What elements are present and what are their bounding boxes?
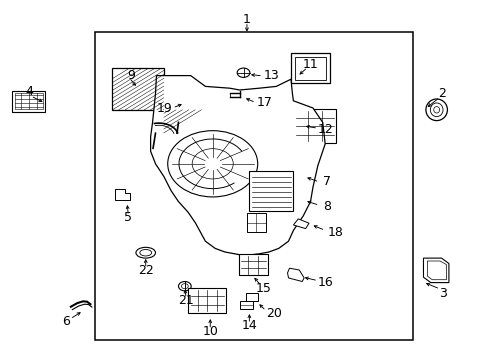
Polygon shape (115, 189, 129, 200)
Text: 9: 9 (127, 69, 135, 82)
Ellipse shape (181, 284, 188, 289)
Bar (293, 109, 336, 143)
Circle shape (167, 131, 257, 197)
Text: 15: 15 (256, 282, 271, 294)
Ellipse shape (178, 282, 191, 291)
Text: 4: 4 (25, 85, 33, 98)
Bar (249, 171, 293, 211)
Bar (290, 53, 329, 83)
Ellipse shape (433, 107, 439, 113)
Text: 2: 2 (438, 87, 446, 100)
Text: 12: 12 (317, 123, 333, 136)
Ellipse shape (192, 149, 233, 179)
Text: 13: 13 (264, 69, 279, 82)
Polygon shape (423, 258, 448, 283)
Bar (295, 57, 325, 80)
Bar (15, 93, 42, 109)
Bar (188, 288, 226, 313)
Text: 20: 20 (266, 307, 282, 320)
Ellipse shape (205, 158, 220, 169)
Text: 6: 6 (62, 315, 70, 328)
Text: 17: 17 (256, 96, 272, 109)
Text: 3: 3 (438, 287, 446, 300)
Bar (239, 301, 253, 309)
Ellipse shape (140, 249, 151, 256)
Text: 22: 22 (138, 264, 153, 276)
Text: 14: 14 (241, 319, 257, 332)
Ellipse shape (136, 247, 155, 258)
Ellipse shape (429, 103, 442, 117)
Text: 16: 16 (317, 276, 333, 289)
Bar (95, 32, 412, 340)
Text: 8: 8 (322, 201, 330, 213)
Polygon shape (293, 219, 308, 229)
Text: 11: 11 (302, 58, 318, 71)
Ellipse shape (425, 99, 447, 121)
Text: 19: 19 (156, 102, 172, 114)
Text: 1: 1 (243, 13, 250, 26)
Text: 21: 21 (178, 294, 193, 307)
Bar (246, 213, 265, 232)
Polygon shape (287, 268, 304, 282)
Text: 7: 7 (322, 175, 330, 188)
Ellipse shape (237, 68, 249, 77)
Text: 18: 18 (327, 226, 343, 239)
Text: 5: 5 (124, 211, 132, 224)
Bar (245, 293, 258, 301)
Polygon shape (150, 76, 325, 256)
Bar (12, 91, 45, 112)
Bar (238, 254, 267, 275)
Bar (112, 68, 163, 110)
Text: 10: 10 (202, 325, 218, 338)
Polygon shape (176, 102, 188, 109)
